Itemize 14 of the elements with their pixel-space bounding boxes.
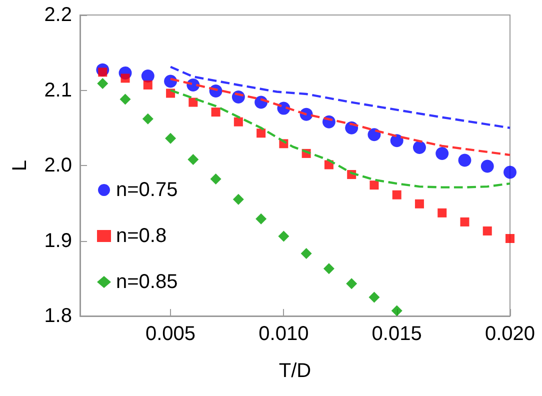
y-tick-label: 1.8 [44,305,72,327]
y-tick-label: 1.9 [44,230,72,252]
y-tick-label: 2.1 [44,79,72,102]
x-tick-label: 0.005 [145,323,196,345]
x-tick-label: 0.010 [258,323,309,345]
y-axis-title: L [9,160,31,172]
x-tick-label: 0.020 [484,323,536,345]
legend-label: n=0.8 [116,225,167,247]
legend-label: n=0.75 [116,179,178,201]
legend-label: n=0.85 [116,271,178,293]
y-tick-label: 2.0 [44,154,72,176]
y-tick-label: 2.2 [44,4,72,26]
x-tick-label: 0.015 [372,323,422,345]
x-axis-title: T/D [278,360,312,382]
